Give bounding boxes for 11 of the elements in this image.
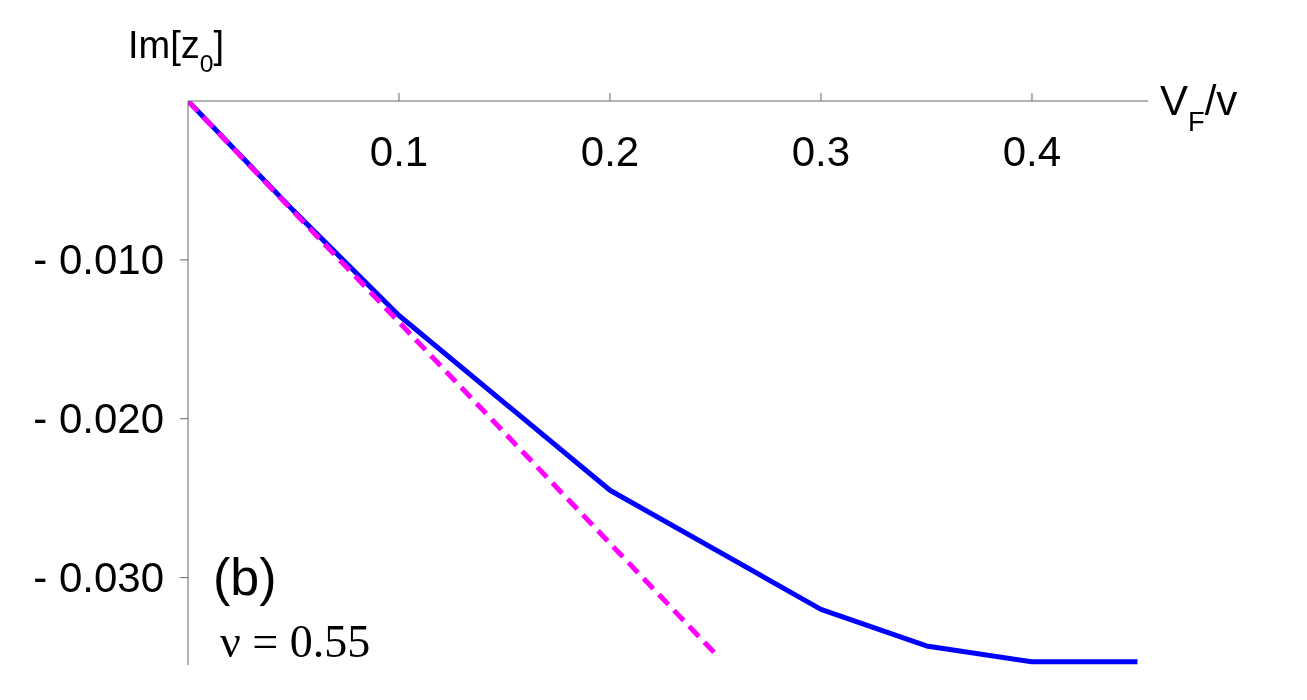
annotation: (b) (213, 548, 277, 606)
x-axis-title: V$_{F}$/v (1160, 77, 1238, 137)
x-tick-label: 0.2 (580, 128, 640, 175)
y-axis-title: Im[z$_{0}$] (128, 24, 225, 77)
y-tick-label: - 0.020 (33, 394, 164, 442)
x-tick-label: 0.3 (791, 128, 851, 175)
y-tick-label: - 0.030 (33, 553, 164, 601)
x-tick-label: 0.4 (1002, 128, 1062, 175)
annotation: ν = 0.55 (220, 616, 371, 667)
y-tick-label: - 0.010 (33, 235, 164, 283)
x-tick-label: 0.1 (369, 128, 429, 175)
